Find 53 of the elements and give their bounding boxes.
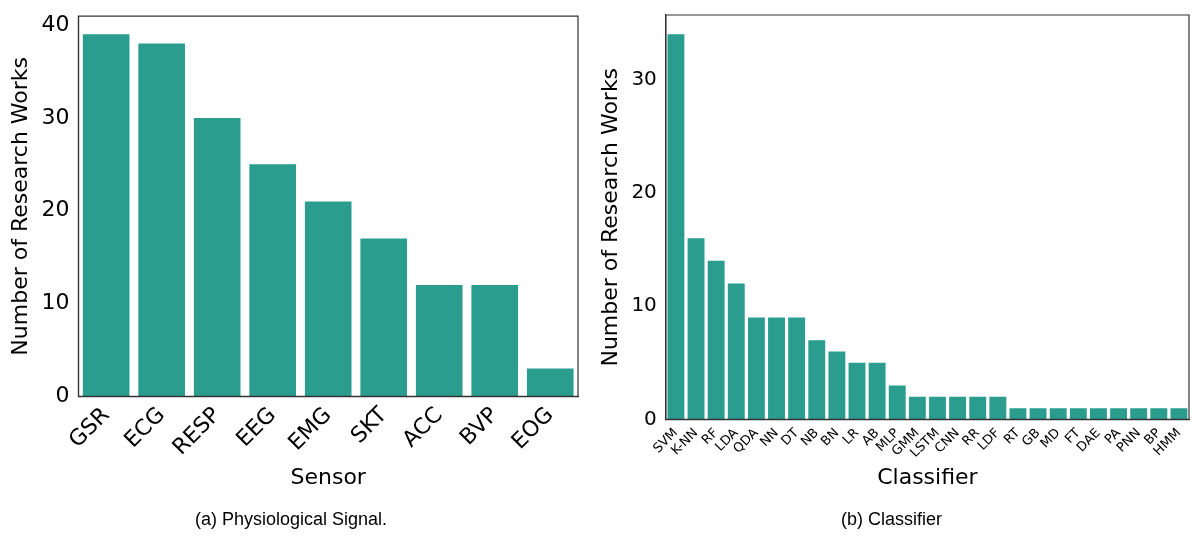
bar — [1130, 408, 1148, 420]
bar — [868, 362, 886, 420]
bar — [193, 117, 241, 397]
text: (a) Physiological Signal. — [194, 509, 388, 530]
bar — [768, 317, 785, 420]
bar — [138, 43, 185, 397]
bar — [687, 238, 705, 420]
bar — [1150, 408, 1168, 420]
x-tick-label: LR — [839, 424, 862, 447]
x-tick-label: BN — [817, 424, 842, 449]
y-tick-label: 30 — [631, 65, 657, 90]
x-axis-title: Sensor — [290, 463, 367, 489]
y-axis-title: Number of Research Works — [596, 67, 622, 367]
bar — [1170, 408, 1188, 420]
bar — [888, 385, 906, 420]
bar — [707, 260, 725, 420]
bar — [304, 201, 352, 397]
bar — [1090, 408, 1107, 420]
y-tick-label: 20 — [631, 179, 657, 204]
bar — [526, 368, 574, 397]
bar — [1029, 408, 1047, 420]
bar — [808, 340, 826, 420]
bar — [471, 285, 519, 397]
x-tick-label: BVP — [454, 401, 503, 450]
bar — [949, 396, 967, 420]
bar — [667, 34, 685, 420]
x-tick-label: RT — [1000, 424, 1023, 447]
bar — [249, 164, 296, 397]
bar — [848, 362, 866, 420]
y-axis-title: Number of Research Works — [6, 56, 32, 356]
bar — [1110, 408, 1128, 420]
bar — [82, 34, 130, 397]
bar — [1009, 408, 1027, 420]
bar — [360, 238, 408, 397]
bar — [415, 285, 463, 397]
bar — [788, 317, 806, 420]
bar — [989, 396, 1007, 420]
bar — [969, 396, 987, 420]
bar — [1049, 408, 1067, 420]
y-tick-label: 10 — [41, 289, 70, 315]
y-tick-label: 30 — [41, 103, 70, 129]
bar — [828, 351, 846, 420]
bar — [747, 317, 765, 420]
y-tick-label: 0 — [644, 405, 657, 430]
bar — [929, 396, 946, 420]
x-axis-title: Classifier — [877, 463, 979, 489]
bar — [1069, 408, 1087, 420]
bar — [908, 396, 926, 420]
bar — [727, 283, 745, 420]
y-tick-label: 20 — [41, 196, 70, 222]
y-tick-label: 40 — [41, 10, 70, 36]
y-tick-label: 10 — [631, 292, 657, 317]
text: (b) Classifier — [840, 509, 943, 530]
